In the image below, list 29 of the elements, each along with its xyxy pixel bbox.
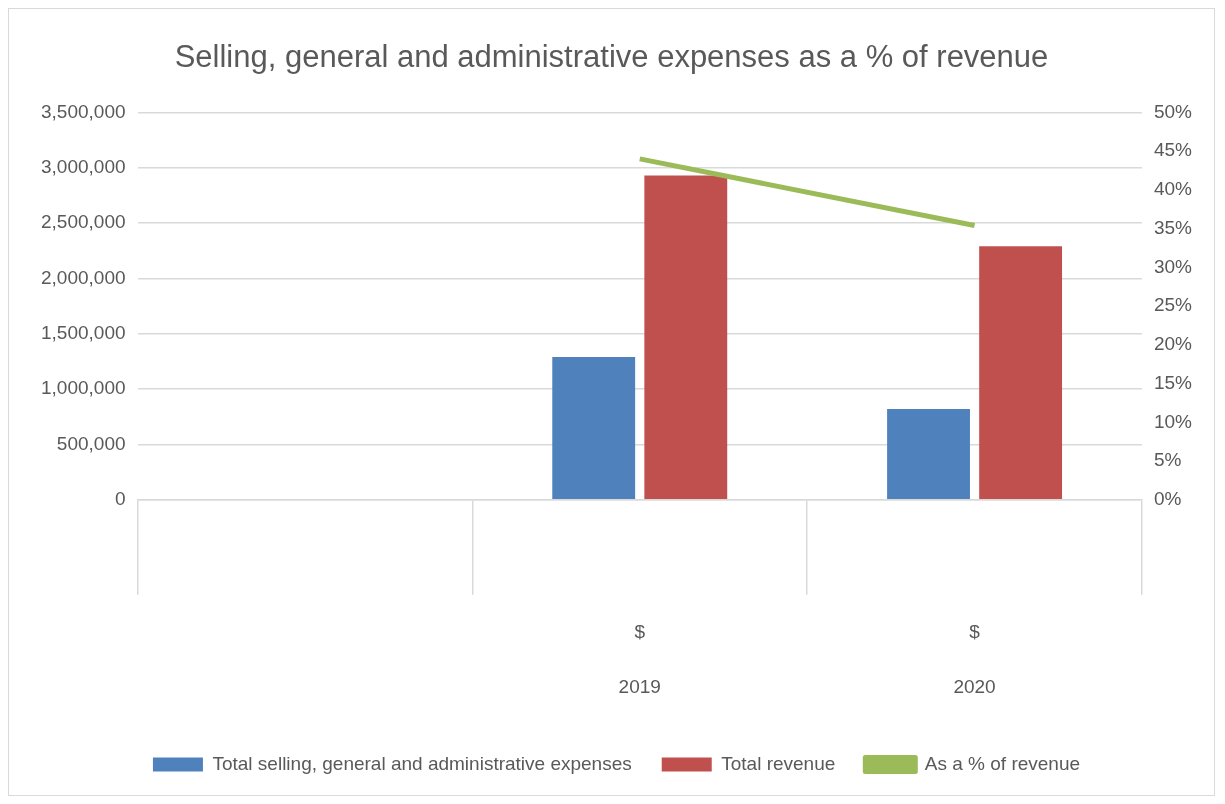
category-label: $ 2020: [953, 620, 996, 697]
y-tick-label: 0: [114, 488, 126, 510]
legend-label: Total selling, general and administrative expenses: [212, 752, 632, 774]
bar: [552, 357, 636, 500]
y-tick-label: 500,000: [56, 432, 126, 454]
y2-tick-label: 30%: [1153, 255, 1193, 277]
legend-label: Total revenue: [721, 752, 836, 774]
y2-tick-label: 45%: [1153, 139, 1193, 161]
y-tick-label: 1,000,000: [40, 377, 126, 399]
y2-tick-label: 20%: [1153, 333, 1193, 355]
legend-label: As a % of revenue: [924, 752, 1081, 774]
y-tick-label: 2,000,000: [40, 266, 126, 288]
bar: [887, 409, 970, 500]
y2-tick-label: 50%: [1153, 100, 1193, 122]
category-label: $ 2019: [618, 620, 661, 697]
y2-tick-label: 25%: [1153, 294, 1193, 316]
y2-tick-label: 40%: [1153, 178, 1193, 200]
y-tick-label: 3,500,000: [40, 100, 126, 122]
bar: [644, 175, 728, 500]
y2-tick-label: 35%: [1153, 216, 1193, 238]
y2-tick-label: 5%: [1153, 449, 1182, 471]
bar: [979, 246, 1063, 500]
chart-title: Selling, general and administrative expenses as a % of revenue: [173, 39, 1050, 75]
y2-tick-label: 10%: [1153, 410, 1193, 432]
y-tick-label: 2,500,000: [40, 211, 126, 233]
y-tick-label: 3,000,000: [40, 155, 126, 177]
y2-tick-label: 0%: [1153, 488, 1182, 510]
y2-tick-label: 15%: [1153, 371, 1193, 393]
y-tick-label: 1,500,000: [40, 322, 126, 344]
